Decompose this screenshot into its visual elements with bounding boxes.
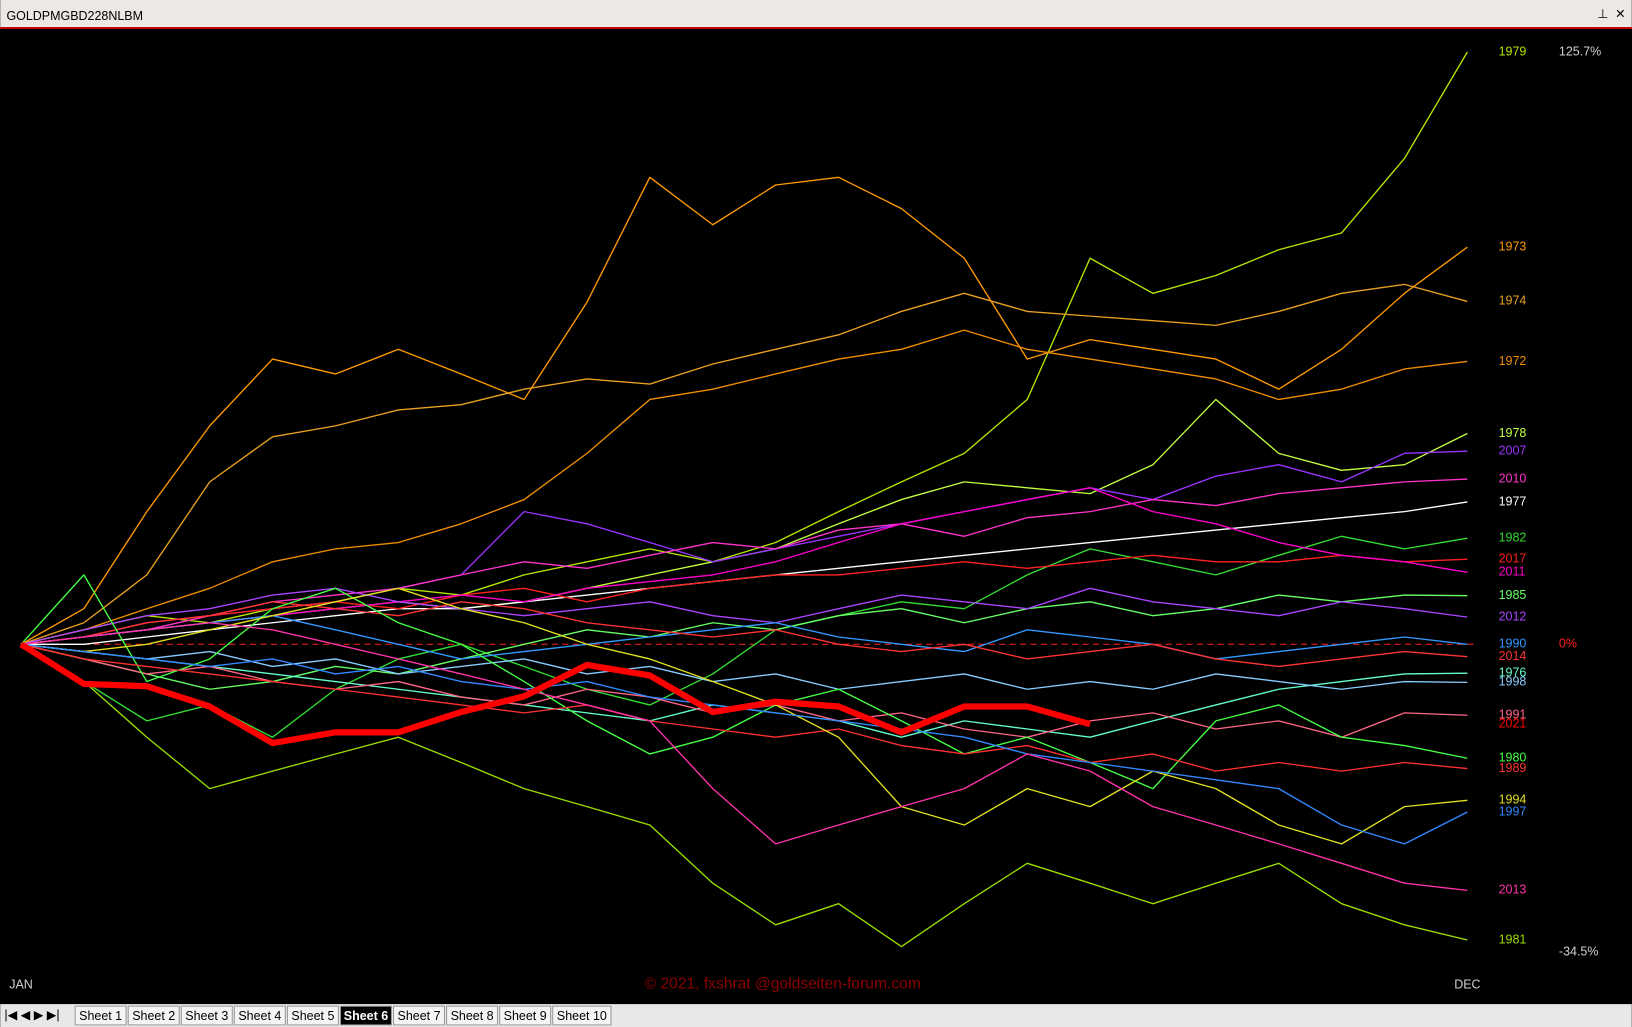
sheet-tab-bg	[552, 1005, 612, 1026]
sheet-tab[interactable]: Sheet 9	[504, 1009, 547, 1023]
plot-area	[0, 29, 1632, 1005]
series-label: 1991	[1499, 708, 1527, 722]
sheet-tab[interactable]: Sheet 10	[557, 1009, 607, 1023]
sheet-tab-bg	[127, 1005, 180, 1026]
y-tick-label: 0%	[1559, 637, 1577, 651]
series-label: 1998	[1499, 675, 1527, 689]
sheet-tab[interactable]: Sheet 7	[398, 1009, 441, 1023]
series-label: 1982	[1499, 530, 1527, 544]
series-line	[20, 574, 1468, 790]
series-label: 2007	[1499, 443, 1527, 457]
series-line	[20, 622, 1468, 892]
series-label: 2014	[1499, 649, 1527, 663]
series-label: 1981	[1499, 932, 1527, 946]
series-label: 1974	[1499, 294, 1527, 308]
pin-button[interactable]: ⊥	[1597, 7, 1608, 21]
series-label: 2010	[1499, 471, 1527, 485]
series-line	[20, 535, 1468, 738]
y-tick-label: 125.7%	[1559, 44, 1601, 58]
series-label: 1997	[1499, 804, 1527, 818]
title-rule	[0, 27, 1632, 30]
series-label: 1979	[1499, 44, 1527, 58]
sheet-tab[interactable]: Sheet 8	[451, 1009, 494, 1023]
series-line	[20, 554, 1468, 645]
y-tick-label: -34.5%	[1559, 944, 1599, 958]
series-label: 2012	[1499, 609, 1527, 623]
series-label: 2021	[1499, 716, 1527, 730]
series-label: 1985	[1499, 588, 1527, 602]
x-tick-label: JAN	[9, 978, 33, 992]
series-line	[20, 587, 1468, 845]
sheet-tab-bg	[499, 1005, 552, 1026]
sheet-tab[interactable]: Sheet 2	[132, 1009, 175, 1023]
series-line	[20, 283, 1468, 645]
series-label: 2011	[1499, 565, 1526, 579]
series-line	[20, 643, 1468, 948]
series-line	[20, 176, 1468, 645]
series-label: 1976	[1499, 665, 1527, 679]
series-label: 1972	[1499, 354, 1527, 368]
close-button[interactable]: ✕	[1615, 7, 1625, 21]
sheet-tab[interactable]: Sheet 1	[79, 1009, 122, 1023]
series-label: 1990	[1499, 637, 1527, 651]
series-line	[20, 643, 1468, 690]
window-title: GOLDPMGBD228NLBM	[6, 9, 143, 23]
sheet-tab[interactable]: Sheet 3	[185, 1009, 228, 1023]
x-tick-label: DEC	[1454, 978, 1480, 992]
series-label: 1978	[1499, 426, 1527, 440]
tab-nav[interactable]: |◀ ◀ ▶ ▶|	[4, 1008, 59, 1022]
sheet-tab-bg	[233, 1005, 286, 1026]
series-label: 1977	[1499, 494, 1527, 508]
series-line	[20, 329, 1468, 645]
sheet-tab-bg	[74, 1005, 127, 1026]
sheet-tab-bg	[446, 1005, 499, 1026]
series-label: 2013	[1499, 883, 1527, 897]
sheet-tab[interactable]: Sheet 5	[291, 1009, 334, 1023]
series-label: 1980	[1499, 751, 1527, 765]
series-line	[20, 601, 1468, 668]
series-line	[19, 641, 1091, 747]
title-bar	[0, 0, 1632, 30]
series-line	[20, 587, 1468, 645]
series-label: 1989	[1499, 761, 1527, 775]
series-label: 2017	[1499, 552, 1527, 566]
sheet-tab[interactable]: Sheet 4	[238, 1009, 281, 1023]
series-line	[20, 643, 1468, 772]
series-label: 1994	[1499, 793, 1527, 807]
series-line	[20, 51, 1468, 645]
watermark: © 2021, fxshrat @goldseiten-forum.com	[645, 975, 921, 992]
sheet-tab[interactable]: Sheet 6	[344, 1009, 388, 1023]
sheet-tab-bg	[180, 1005, 233, 1026]
sheet-tab-bg	[393, 1005, 446, 1026]
series-label: 1973	[1499, 239, 1527, 253]
sheet-tab-bg	[286, 1005, 339, 1026]
sheet-tab-bg	[339, 1005, 392, 1026]
